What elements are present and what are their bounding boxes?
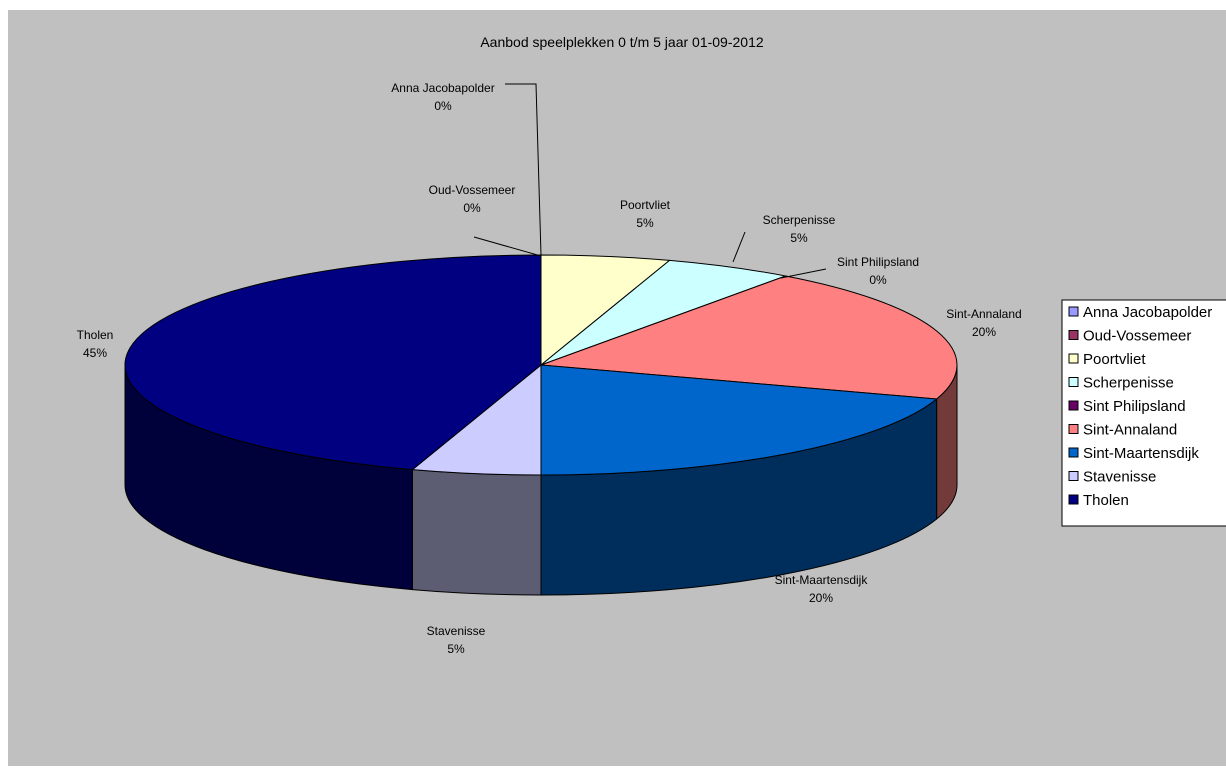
legend-label-oud-vossemeer: Oud-Vossemeer	[1083, 328, 1191, 345]
data-pct-anna-jacobapolder: 0%	[434, 99, 452, 113]
data-label-poortvliet: Poortvliet	[620, 198, 671, 212]
data-label-sint-philipsland: Sint Philipsland	[837, 255, 919, 269]
legend-swatch-stavenisse	[1069, 472, 1078, 481]
legend-swatch-sint-philipsland	[1069, 401, 1078, 410]
data-label-sint-maartensdijk: Sint-Maartensdijk	[775, 573, 869, 587]
data-pct-scherpenisse: 5%	[790, 231, 808, 245]
data-pct-sint-philipsland: 0%	[869, 273, 887, 287]
data-pct-sint-maartensdijk: 20%	[809, 591, 833, 605]
pie-top	[125, 255, 957, 475]
legend-label-stavenisse: Stavenisse	[1083, 469, 1156, 486]
legend-label-sint-maartensdijk: Sint-Maartensdijk	[1083, 445, 1199, 462]
data-pct-poortvliet: 5%	[636, 216, 654, 230]
legend-label-tholen: Tholen	[1083, 492, 1129, 509]
legend: Anna Jacobapolder Oud-Vossemeer Poortvliet…	[1062, 300, 1226, 526]
legend-swatch-tholen	[1069, 495, 1078, 504]
data-label-scherpenisse: Scherpenisse	[763, 213, 836, 227]
data-label-stavenisse: Stavenisse	[427, 624, 486, 638]
data-pct-oud-vossemeer: 0%	[463, 201, 481, 215]
data-label-oud-vossemeer: Oud-Vossemeer	[429, 183, 516, 197]
data-label-tholen: Tholen	[77, 328, 114, 342]
chart-title: Aanbod speelplekken 0 t/m 5 jaar 01-09-2…	[480, 34, 764, 50]
legend-swatch-scherpenisse	[1069, 378, 1078, 387]
side-stavenisse	[412, 470, 541, 595]
legend-swatch-poortvliet	[1069, 354, 1078, 363]
legend-label-sint-philipsland: Sint Philipsland	[1083, 398, 1186, 415]
data-pct-tholen: 45%	[83, 346, 107, 360]
data-pct-sint-annaland: 20%	[972, 325, 996, 339]
legend-label-anna-jacobapolder: Anna Jacobapolder	[1083, 304, 1212, 321]
legend-swatch-anna-jacobapolder	[1069, 307, 1078, 316]
legend-label-scherpenisse: Scherpenisse	[1083, 375, 1174, 392]
legend-label-sint-annaland: Sint-Annaland	[1083, 422, 1177, 439]
data-label-anna-jacobapolder: Anna Jacobapolder	[391, 81, 494, 95]
legend-swatch-oud-vossemeer	[1069, 331, 1078, 340]
legend-swatch-sint-annaland	[1069, 425, 1078, 434]
data-pct-stavenisse: 5%	[447, 642, 465, 656]
legend-swatch-sint-maartensdijk	[1069, 448, 1078, 457]
data-label-sint-annaland: Sint-Annaland	[946, 307, 1021, 321]
legend-label-poortvliet: Poortvliet	[1083, 351, 1146, 368]
